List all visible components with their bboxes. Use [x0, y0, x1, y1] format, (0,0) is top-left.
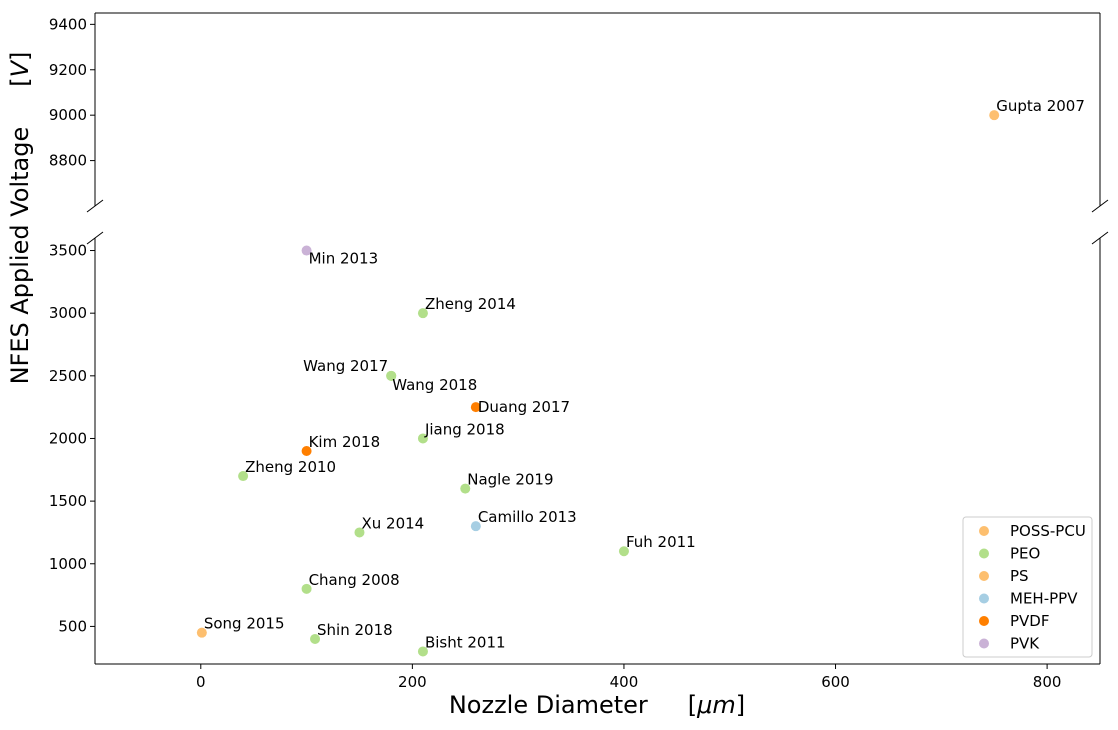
legend-label: POSS-PCU: [1010, 522, 1086, 540]
point-label: Min 2013: [309, 250, 379, 268]
point: [301, 245, 312, 256]
legend-marker: [979, 571, 989, 581]
legend-label: PVDF: [1010, 612, 1050, 630]
point-label: Gupta 2007: [996, 97, 1085, 115]
legend-marker: [979, 593, 989, 604]
point: [386, 370, 397, 381]
point-label: Zheng 2014: [425, 295, 516, 313]
y-label: NFES Applied Voltage: [6, 127, 34, 385]
x-tick-label: 600: [821, 673, 850, 691]
axis-break: [1091, 231, 1109, 245]
point: [310, 633, 321, 644]
y-tick-label: 9200: [49, 61, 87, 79]
point-label: Bisht 2011: [425, 633, 506, 651]
y-tick-label: 8800: [49, 152, 87, 170]
point-label: Kim 2018: [309, 433, 381, 451]
axis-break: [86, 199, 104, 213]
point-label: Wang 2018: [392, 376, 477, 394]
axis-break: [1091, 199, 1109, 213]
x-unit: μm: [696, 691, 736, 719]
legend-marker: [979, 526, 989, 536]
point-label: Song 2015: [204, 615, 285, 633]
y-tick-label: 9400: [49, 15, 87, 33]
y-tick-label: 500: [58, 617, 87, 635]
point-label: Jiang 2018: [424, 420, 505, 438]
point: [417, 433, 428, 444]
x-axis-title: Nozzle Diameter [μm]: [449, 691, 745, 719]
point: [301, 446, 312, 456]
point-label: Fuh 2011: [626, 533, 696, 551]
point: [470, 521, 481, 532]
point-label: Zheng 2010: [245, 458, 336, 476]
point: [417, 308, 428, 319]
legend-label: PVK: [1010, 635, 1040, 653]
point: [618, 546, 629, 557]
y-tick-label: 9000: [49, 106, 87, 124]
point: [470, 402, 481, 413]
point: [417, 646, 428, 657]
legend-label: PEO: [1010, 545, 1040, 563]
point: [989, 110, 1000, 121]
point-label: Chang 2008: [309, 571, 400, 589]
point-label: Wang 2017: [303, 357, 388, 375]
point: [238, 471, 249, 482]
legend-label: PS: [1010, 567, 1029, 585]
x-tick-label: 200: [398, 673, 427, 691]
point: [301, 583, 312, 594]
point: [196, 627, 207, 638]
legend-label: MEH-PPV: [1010, 590, 1078, 608]
legend-box: [962, 516, 1093, 658]
y-tick-label: 1000: [49, 555, 87, 573]
y-unit: V: [6, 59, 34, 77]
point: [354, 527, 365, 538]
x-tick-label: 800: [1033, 673, 1062, 691]
y-tick-label: 2000: [49, 429, 87, 447]
y-axis-title: NFES Applied Voltage[V]: [6, 52, 34, 385]
y-tick-label: 3500: [49, 242, 87, 260]
legend-marker: [979, 548, 989, 559]
x-tick-label: 400: [610, 673, 639, 691]
x-tick-label: 0: [196, 673, 206, 691]
point-label: Duang 2017: [478, 398, 570, 416]
legend-marker: [979, 616, 989, 626]
x-label: Nozzle Diameter: [449, 691, 648, 719]
point-label: Xu 2014: [361, 514, 424, 532]
point-label: Nagle 2019: [467, 471, 553, 489]
point-label: Shin 2018: [317, 621, 393, 639]
y-tick-label: 2500: [49, 367, 87, 385]
legend-marker: [979, 638, 989, 649]
y-tick-label: 1500: [49, 492, 87, 510]
point-label: Camillo 2013: [478, 508, 577, 526]
axis-break: [86, 231, 104, 245]
point: [460, 483, 471, 494]
y-tick-label: 3000: [49, 304, 87, 322]
